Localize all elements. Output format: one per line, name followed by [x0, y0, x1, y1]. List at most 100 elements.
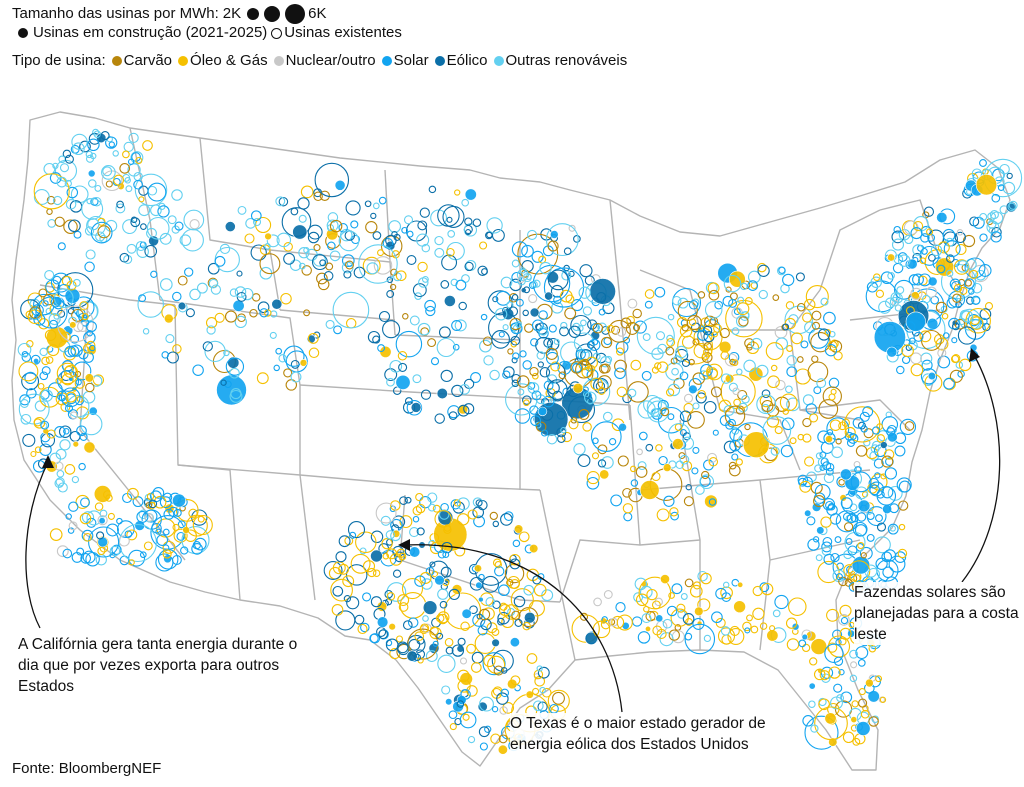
plant-existing [679, 454, 690, 465]
plant-existing [572, 362, 582, 373]
plant-existing [442, 551, 450, 559]
plant-existing [38, 288, 48, 298]
plant-existing [307, 332, 319, 344]
plant-existing [956, 229, 964, 236]
plant-existing [692, 581, 702, 590]
plant-existing [761, 399, 774, 413]
plant-existing [578, 409, 590, 420]
plant-existing [532, 687, 540, 695]
plant-existing [884, 297, 896, 309]
plant-existing [386, 377, 395, 387]
plant-existing [64, 365, 74, 375]
plant-existing [298, 262, 306, 270]
plant-existing [437, 204, 460, 227]
plant-existing [957, 326, 977, 345]
plant-existing [147, 182, 167, 202]
construction-dot [18, 28, 28, 38]
plant-existing [620, 317, 632, 329]
plant-existing [259, 253, 281, 275]
plant-existing [224, 380, 232, 389]
plant-existing [124, 530, 133, 539]
plant-existing [757, 264, 770, 277]
plant-existing [409, 527, 420, 538]
plant-existing [553, 295, 562, 305]
plant-existing [464, 217, 473, 226]
plant-existing [18, 361, 39, 382]
plant-under-construction [529, 543, 539, 554]
plant-existing [441, 685, 451, 695]
type-color-dot [493, 56, 504, 66]
plant-existing [475, 499, 483, 507]
plant-existing [39, 347, 48, 357]
plant-existing [406, 400, 423, 416]
plant-existing [128, 132, 139, 144]
us-outline [11, 111, 1011, 771]
plant-existing [681, 460, 693, 472]
plant-existing [889, 503, 900, 514]
plant-existing [172, 291, 182, 302]
plant-existing [236, 291, 247, 302]
plant-existing [676, 603, 686, 613]
plant-existing [587, 398, 594, 405]
plant-existing [867, 567, 881, 581]
plant-existing [731, 453, 739, 461]
plant-existing [394, 551, 405, 563]
plant-existing [432, 504, 441, 513]
plant-existing [545, 347, 558, 360]
plant-under-construction [72, 441, 80, 448]
plant-existing [700, 363, 713, 377]
plant-existing [224, 310, 238, 323]
plant-existing [414, 631, 425, 642]
plant-existing [62, 548, 73, 559]
plant-existing [440, 369, 453, 383]
plant-existing [86, 329, 93, 337]
plant-existing [396, 641, 409, 654]
plant-existing [838, 614, 850, 626]
plant-existing [657, 406, 685, 434]
plant-existing [378, 196, 387, 205]
type-legend-label: Outras renováveis [505, 52, 628, 69]
plant-existing [770, 364, 778, 372]
plant-existing [582, 422, 592, 432]
plant-under-construction [523, 611, 536, 624]
plant-existing [747, 280, 759, 291]
plant-existing [528, 294, 538, 304]
plant-existing [876, 434, 886, 443]
plant-existing [319, 259, 327, 267]
plant-existing [335, 551, 347, 563]
plant-existing [483, 654, 496, 668]
plant-under-construction [766, 629, 779, 642]
plant-existing [451, 644, 465, 657]
plant-existing [557, 434, 566, 443]
plant-existing [662, 618, 673, 629]
plant-existing [372, 231, 382, 240]
plant-under-construction [887, 431, 898, 443]
plant-existing [824, 344, 838, 357]
size-min-label: 2K [222, 5, 242, 22]
plant-existing [692, 617, 705, 630]
plant-existing [882, 566, 894, 579]
plant-existing [492, 558, 502, 568]
plant-existing [804, 456, 815, 467]
plant-existing [586, 476, 600, 490]
plant-existing [88, 179, 97, 188]
plant-existing [173, 508, 182, 517]
plant-existing [1007, 202, 1016, 212]
plant-existing [392, 569, 402, 578]
plant-existing [680, 593, 688, 600]
plant-existing [437, 550, 447, 559]
plant-existing [828, 393, 836, 401]
plant-existing [684, 632, 693, 641]
plant-existing [552, 691, 565, 705]
plant-existing [849, 649, 859, 659]
plant-existing [736, 302, 750, 316]
plant-existing [234, 286, 247, 298]
plant-existing [720, 351, 730, 360]
plant-under-construction [264, 232, 272, 241]
plant-existing [500, 513, 513, 526]
plant-existing [844, 406, 881, 443]
plant-existing [81, 313, 89, 321]
plant-existing [338, 223, 348, 233]
plant-existing [79, 512, 92, 525]
